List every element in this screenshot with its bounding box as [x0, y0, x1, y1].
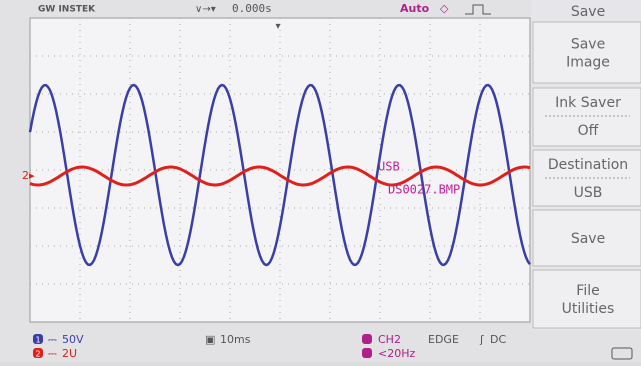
menu-value: USB — [574, 185, 603, 201]
frequency: <20Hz — [378, 347, 415, 360]
brand: GW INSTEK — [38, 5, 96, 15]
ch1-badge: 1 — [35, 336, 40, 345]
timebase: 10ms — [220, 333, 251, 346]
menu-button — [533, 22, 641, 83]
ch2-coupling: ⎓ — [48, 347, 57, 360]
ch1-coupling: ⎓ — [48, 333, 57, 346]
page: 2▸ USB DS0027.BMP GW INSTEK ∨→▾ 0.000s A… — [0, 0, 641, 362]
menu-title: Save — [571, 4, 605, 20]
ch2-scale: 2U — [62, 347, 77, 360]
trigger-coupling: DC — [490, 333, 506, 346]
menu-value: Off — [578, 123, 599, 139]
trigger-mode: Auto — [400, 2, 430, 15]
menu-label: Destination — [548, 157, 628, 173]
scope-screen: 2▸ USB DS0027.BMP GW INSTEK ∨→▾ 0.000s A… — [0, 0, 641, 362]
trigger-icon: ∨→▾ — [195, 4, 216, 15]
menu-label: Save — [571, 231, 605, 247]
ch1-scale: 50V — [62, 333, 84, 346]
slope-icon: ʃ — [479, 333, 484, 346]
overlay-destination: USB — [378, 160, 400, 174]
menu-label: Ink Saver — [555, 95, 621, 111]
timebase-icon: ▣ — [205, 333, 215, 346]
mode-icon: ◇ — [440, 2, 449, 15]
overlay-filename: DS0027.BMP — [388, 183, 460, 197]
menu-button — [533, 270, 641, 328]
trigger-source: CH2 — [378, 333, 401, 346]
ch2-badge: 2 — [35, 350, 40, 359]
ch2-marker: 2▸ — [22, 169, 35, 182]
trigger-type: EDGE — [428, 333, 459, 346]
trigger-pos: ▾ — [275, 21, 280, 32]
trigger-delay: 0.000s — [232, 2, 272, 15]
